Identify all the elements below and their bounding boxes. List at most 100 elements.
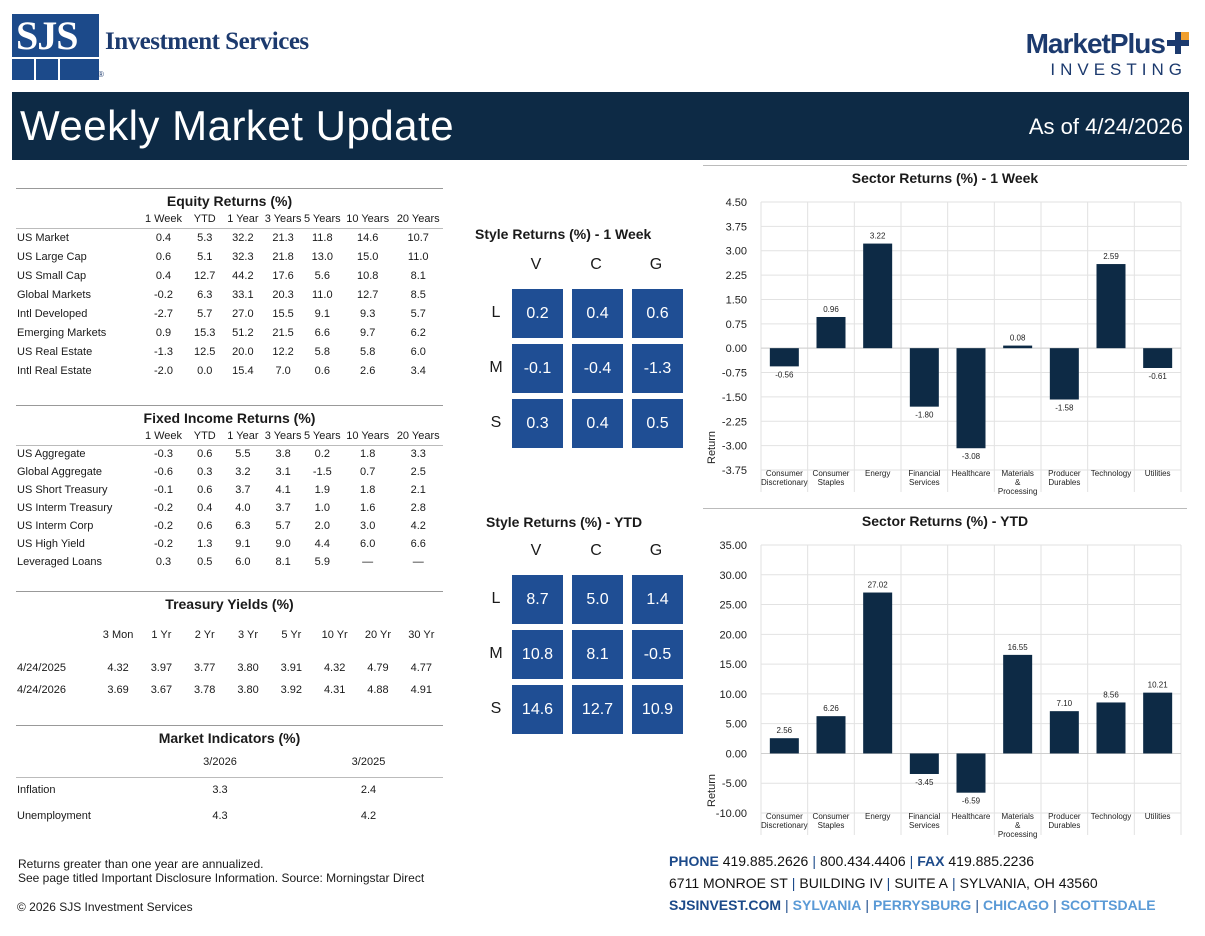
- phone-number[interactable]: 419.885.2626: [722, 853, 809, 869]
- sector-week-title: Sector Returns (%) - 1 Week: [703, 165, 1187, 186]
- table-cell: 4.4: [314, 538, 330, 550]
- y-tick-label: -0.75: [722, 368, 747, 380]
- sjs-logo[interactable]: SJS Investment Services ®: [12, 14, 309, 80]
- office-scottsdale[interactable]: SCOTTSDALE: [1060, 897, 1156, 913]
- as-of-date: As of 4/24/2026: [1028, 114, 1183, 139]
- row-label: Unemployment: [17, 810, 91, 822]
- tollfree-number[interactable]: 800.434.4406: [819, 853, 906, 869]
- bar: [909, 753, 939, 774]
- table-cell: 0.4: [155, 269, 172, 282]
- table-cell: 1.8: [360, 448, 376, 461]
- table-cell: -1.3: [154, 345, 173, 358]
- table-cell: 1.6: [360, 502, 376, 514]
- office-perrysburg[interactable]: PERRYSBURG: [873, 897, 972, 913]
- table-cell: 0.3: [155, 556, 172, 568]
- y-tick-label: 1.50: [726, 294, 747, 306]
- table-cell: 6.0: [410, 345, 426, 358]
- column-header: 5 Years: [302, 210, 342, 229]
- table-cell: 3.8: [275, 448, 291, 461]
- y-tick-label: 0.75: [726, 319, 747, 331]
- column-header: 2 Yr: [194, 629, 215, 641]
- registered-mark: ®: [98, 70, 104, 79]
- data-label: 0.08: [1010, 334, 1026, 343]
- office-chicago[interactable]: CHICAGO: [982, 897, 1050, 913]
- column-header: 10 Years: [341, 427, 394, 446]
- table-cell: 15.5: [272, 307, 294, 320]
- bar: [769, 738, 799, 754]
- style-cell: 0.4: [572, 399, 623, 448]
- sjs-logo-mark: SJS: [12, 14, 99, 80]
- row-label: 4/24/2026: [17, 684, 66, 696]
- table-cell: 3.77: [194, 662, 216, 674]
- row-label: US Aggregate: [17, 448, 86, 461]
- table-cell: 3.80: [237, 684, 259, 696]
- column-header: 1 Week: [139, 427, 188, 446]
- y-axis-label: Return: [706, 774, 718, 807]
- table-cell: 32.2: [232, 231, 254, 244]
- data-label: 0.96: [823, 305, 839, 314]
- row-label: US Interm Treasury: [17, 502, 113, 514]
- column-header: [16, 210, 140, 229]
- column-header: 3 Years: [263, 427, 303, 446]
- x-tick-label: Producer: [1048, 812, 1081, 821]
- table-cell: 3.7: [275, 502, 291, 514]
- table-cell: 51.2: [232, 326, 254, 339]
- table-row: Unemployment 4.3 4.2: [16, 803, 443, 829]
- sjs-logo-abbr: SJS: [16, 13, 78, 58]
- bar: [956, 348, 986, 449]
- y-tick-label: 5.00: [726, 719, 747, 731]
- table-cell: 0.7: [360, 466, 376, 478]
- marketplus-logo-name: MarketPlus: [1025, 28, 1166, 59]
- table-cell: 33.1: [232, 288, 254, 301]
- column-header: 30 Yr: [408, 629, 435, 641]
- column-header: 20 Years: [393, 210, 443, 229]
- table-row: 4/24/2026 3.69 3.67 3.78 3.80 3.92 4.31 4.88 4.9…: [16, 679, 443, 701]
- column-header: 1 Yr: [151, 629, 172, 641]
- data-label: -3.08: [962, 452, 981, 461]
- y-tick-label: -10.00: [716, 808, 747, 820]
- y-tick-label: -5.00: [722, 778, 747, 790]
- table-cell: 12.2: [272, 345, 294, 358]
- table-cell: 5.1: [197, 250, 213, 263]
- x-tick-label: Discretionary: [761, 478, 808, 487]
- row-label: US Short Treasury: [17, 484, 108, 496]
- table-cell: 5.8: [314, 345, 330, 358]
- table-cell: 3.78: [194, 684, 216, 696]
- website-link[interactable]: SJSINVEST.COM: [669, 897, 782, 913]
- table-row: US Interm Treasury -0.2 0.4 4.0 3.7 1.0 1.6 2.8: [16, 499, 443, 517]
- table-row: US High Yield -0.2 1.3 9.1 9.0 4.4 6.0 6.6: [16, 535, 443, 553]
- table-cell: -0.1: [154, 484, 173, 496]
- style-cell: 12.7: [572, 685, 623, 734]
- table-row: Intl Real Estate -2.0 0.0 15.4 7.0 0.6 2.6 3.4: [16, 361, 443, 380]
- x-tick-label: Durables: [1048, 821, 1080, 830]
- style-cell: -0.5: [632, 630, 683, 679]
- table-cell: 2.8: [410, 502, 426, 514]
- table-cell: 3.69: [107, 684, 129, 696]
- table-cell: 5.3: [197, 231, 213, 244]
- address-city: SYLVANIA, OH 43560: [959, 875, 1098, 891]
- style-col-header: V: [530, 542, 542, 559]
- table-cell: 4.31: [323, 684, 346, 696]
- table-cell: 0.3: [197, 466, 213, 478]
- x-tick-label: Utilities: [1145, 469, 1171, 478]
- table-cell: 3.2: [235, 466, 251, 478]
- table-cell: 5.6: [314, 269, 330, 282]
- column-header: [16, 427, 140, 446]
- table-cell: 6.3: [235, 520, 251, 532]
- style-cell: 0.6: [632, 289, 683, 338]
- bar: [1096, 264, 1126, 349]
- bar: [863, 592, 893, 754]
- table-cell: 17.6: [272, 269, 294, 282]
- marketplus-logo[interactable]: MarketPlus INVESTING: [959, 28, 1189, 80]
- table-cell: -0.2: [154, 502, 173, 514]
- table-cell: 21.5: [272, 326, 294, 339]
- address-street: 6711 MONROE ST: [669, 875, 788, 891]
- style-col-header: V: [530, 256, 542, 273]
- table-row: Global Markets -0.2 6.3 33.1 20.3 11.0 12.7 8.5: [16, 285, 443, 304]
- table-cell: 12.7: [194, 269, 216, 282]
- x-tick-label: Utilities: [1145, 812, 1171, 821]
- bar: [769, 348, 799, 367]
- table-cell: 0.9: [155, 326, 172, 339]
- office-sylvania[interactable]: SYLVANIA: [792, 897, 862, 913]
- y-tick-label: 25.00: [719, 600, 747, 612]
